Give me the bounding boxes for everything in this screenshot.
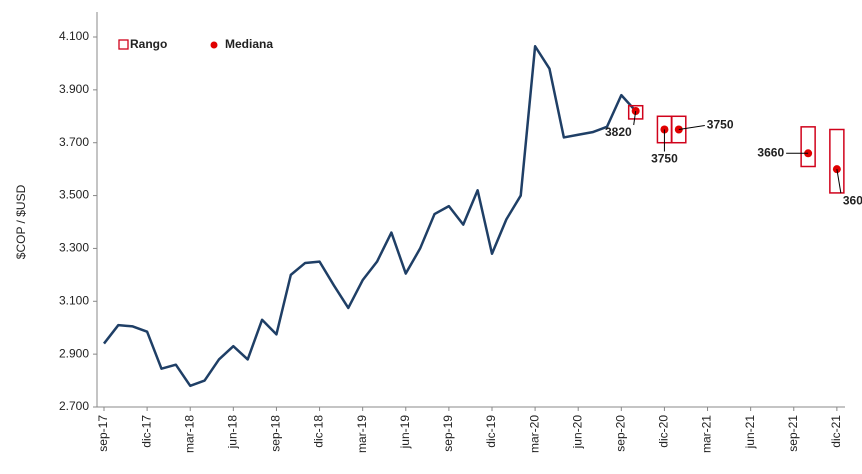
x-tick-label: mar-20	[527, 415, 541, 453]
y-tick-label: 3.500	[59, 188, 89, 202]
x-tick-label: mar-19	[355, 415, 369, 453]
legend-swatch	[118, 39, 129, 50]
y-tick-label: 3.100	[59, 293, 89, 307]
y-tick-label: 3.900	[59, 82, 89, 96]
legend-label: Mediana	[225, 37, 273, 51]
y-tick-label: 3.300	[59, 241, 89, 255]
x-tick-label: sep-17	[96, 415, 110, 452]
range-box	[627, 104, 644, 120]
label-leader	[836, 169, 842, 194]
x-tick-label: dic-17	[139, 415, 153, 448]
median-label: 3820	[605, 125, 632, 139]
x-tick-label: jun-18	[226, 415, 240, 450]
x-tick-label: dic-20	[657, 415, 671, 448]
x-tick-label: sep-21	[786, 415, 800, 452]
legend-label: Rango	[130, 37, 167, 51]
x-tick-label: mar-18	[182, 415, 196, 453]
x-tick-label: mar-21	[700, 415, 714, 453]
median-label: 3750	[651, 152, 678, 166]
exchange-rate-line	[103, 45, 637, 388]
y-tick-label: 3.700	[59, 135, 89, 149]
median-label: 3660	[757, 145, 784, 159]
x-tick-label: dic-18	[312, 415, 326, 448]
x-tick-label: dic-21	[829, 415, 843, 448]
legend-swatch	[210, 41, 218, 49]
x-tick-label: sep-18	[269, 415, 283, 452]
x-tick-label: jun-19	[398, 415, 412, 450]
range-box	[671, 115, 687, 144]
x-tick-label: sep-19	[441, 415, 455, 452]
x-tick-label: jun-21	[743, 415, 757, 450]
range-box	[800, 126, 816, 168]
y-tick-label: 2.900	[59, 346, 89, 360]
x-tick-label: jun-20	[570, 415, 584, 450]
range-box	[829, 128, 845, 194]
median-label: 3600	[843, 193, 862, 207]
x-tick-label: dic-19	[484, 415, 498, 448]
x-tick-label: sep-20	[613, 415, 627, 452]
y-tick-label: 2.700	[59, 399, 89, 413]
label-leader	[678, 125, 705, 130]
y-axis-label: $COP / $USD	[14, 184, 28, 259]
y-tick-label: 4.100	[59, 29, 89, 43]
median-label: 3750	[707, 118, 734, 132]
label-leader	[633, 110, 637, 126]
